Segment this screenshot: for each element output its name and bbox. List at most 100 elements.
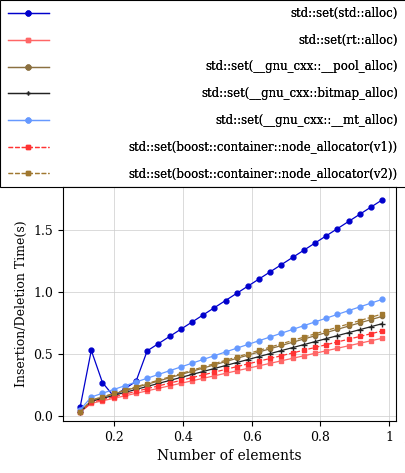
std::set(rt::alloc): [145, 388, 149, 394]
std::set(rt::alloc): [167, 383, 172, 389]
std::set(__gnu_cxx::__pool_alloc): [222, 359, 227, 365]
std::set(__gnu_cxx::bitmap_alloc): [368, 324, 373, 330]
std::set(boost::container::node_allocator(v1)): [222, 367, 227, 372]
std::set(boost::container::node_allocator(v1)): [89, 400, 94, 405]
std::set(__gnu_cxx::__pool_alloc): [89, 398, 94, 403]
std::set(__gnu_cxx::__pool_alloc): [379, 314, 384, 319]
std::set(std::alloc): [301, 247, 305, 253]
std::set(boost::container::node_allocator(v2)): [211, 361, 216, 367]
std::set(__gnu_cxx::__pool_alloc): [133, 385, 138, 390]
std::set(__gnu_cxx::bitmap_alloc): [122, 390, 127, 395]
std::set(boost::container::node_allocator(v1)): [312, 345, 317, 350]
std::set(boost::container::node_allocator(v1)): [200, 372, 205, 378]
std::set(boost::container::node_allocator(v1)): [356, 333, 361, 339]
Text: std::set(__gnu_cxx::__pool_alloc): std::set(__gnu_cxx::__pool_alloc): [205, 60, 397, 73]
std::set(boost::container::node_allocator(v2)): [290, 338, 294, 343]
std::set(__gnu_cxx::bitmap_alloc): [312, 339, 317, 344]
Line: std::set(boost::container::node_allocator(v2)): std::set(boost::container::node_allocato…: [78, 312, 383, 414]
std::set(boost::container::node_allocator(v1)): [145, 386, 149, 392]
std::set(boost::container::node_allocator(v2)): [89, 397, 94, 403]
std::set(boost::container::node_allocator(v2)): [278, 341, 283, 347]
std::set(__gnu_cxx::__mt_alloc): [256, 338, 261, 343]
std::set(rt::alloc): [222, 370, 227, 376]
Line: std::set(__gnu_cxx::__mt_alloc): std::set(__gnu_cxx::__mt_alloc): [77, 297, 384, 412]
std::set(__gnu_cxx::__mt_alloc): [290, 326, 294, 332]
Text: std::set(boost::container::node_allocator(v1)): std::set(boost::container::node_allocato…: [128, 140, 397, 153]
Text: std::set(rt::alloc): std::set(rt::alloc): [298, 34, 397, 46]
Text: std::set(std::alloc): std::set(std::alloc): [290, 7, 397, 20]
std::set(__gnu_cxx::__pool_alloc): [334, 326, 339, 332]
std::set(std::alloc): [200, 312, 205, 318]
std::set(__gnu_cxx::bitmap_alloc): [167, 377, 172, 383]
std::set(boost::container::node_allocator(v2)): [133, 384, 138, 390]
std::set(rt::alloc): [122, 393, 127, 399]
std::set(boost::container::node_allocator(v1)): [278, 353, 283, 359]
std::set(__gnu_cxx::__pool_alloc): [312, 333, 317, 339]
std::set(boost::container::node_allocator(v1)): [100, 397, 104, 403]
std::set(__gnu_cxx::__pool_alloc): [267, 346, 272, 351]
std::set(__gnu_cxx::bitmap_alloc): [145, 384, 149, 389]
std::set(boost::container::node_allocator(v2)): [77, 410, 82, 415]
Text: std::set(boost::container::node_allocator(v2)): std::set(boost::container::node_allocato…: [128, 167, 397, 180]
std::set(__gnu_cxx::__mt_alloc): [167, 368, 172, 374]
std::set(boost::container::node_allocator(v2)): [334, 324, 339, 330]
std::set(__gnu_cxx::bitmap_alloc): [245, 357, 250, 362]
std::set(boost::container::node_allocator(v2)): [379, 311, 384, 317]
std::set(__gnu_cxx::__pool_alloc): [356, 320, 361, 326]
std::set(boost::container::node_allocator(v1)): [189, 375, 194, 380]
std::set(__gnu_cxx::bitmap_alloc): [234, 359, 239, 365]
std::set(__gnu_cxx::__mt_alloc): [267, 334, 272, 340]
std::set(__gnu_cxx::__pool_alloc): [111, 391, 116, 397]
std::set(std::alloc): [345, 219, 350, 224]
std::set(boost::container::node_allocator(v2)): [145, 381, 149, 386]
std::set(__gnu_cxx::__mt_alloc): [334, 312, 339, 317]
std::set(boost::container::node_allocator(v1)): [133, 388, 138, 394]
std::set(rt::alloc): [156, 385, 160, 391]
std::set(boost::container::node_allocator(v1)): [301, 347, 305, 353]
std::set(__gnu_cxx::__mt_alloc): [211, 353, 216, 359]
std::set(__gnu_cxx::__pool_alloc): [323, 330, 328, 335]
Line: std::set(rt::alloc): std::set(rt::alloc): [78, 336, 383, 414]
std::set(__gnu_cxx::__mt_alloc): [301, 323, 305, 329]
Text: std::set(__gnu_cxx::__mt_alloc): std::set(__gnu_cxx::__mt_alloc): [215, 114, 397, 127]
std::set(rt::alloc): [111, 395, 116, 401]
std::set(std::alloc): [178, 326, 183, 332]
std::set(std::alloc): [111, 394, 116, 399]
std::set(boost::container::node_allocator(v1)): [267, 356, 272, 361]
std::set(boost::container::node_allocator(v1)): [178, 377, 183, 383]
std::set(__gnu_cxx::__pool_alloc): [167, 375, 172, 381]
std::set(boost::container::node_allocator(v1)): [234, 364, 239, 369]
std::set(boost::container::node_allocator(v1)): [167, 380, 172, 386]
std::set(rt::alloc): [189, 378, 194, 384]
Text: std::set(__gnu_cxx::__pool_alloc): std::set(__gnu_cxx::__pool_alloc): [205, 60, 397, 73]
std::set(std::alloc): [334, 226, 339, 231]
Text: std::set(rt::alloc): std::set(rt::alloc): [298, 34, 397, 46]
std::set(std::alloc): [133, 378, 138, 384]
std::set(boost::container::node_allocator(v1)): [379, 328, 384, 334]
std::set(__gnu_cxx::bitmap_alloc): [345, 330, 350, 335]
Text: std::set(__gnu_cxx::bitmap_alloc): std::set(__gnu_cxx::bitmap_alloc): [200, 87, 397, 100]
std::set(std::alloc): [189, 319, 194, 325]
std::set(boost::container::node_allocator(v2)): [200, 364, 205, 370]
std::set(std::alloc): [77, 404, 82, 410]
std::set(boost::container::node_allocator(v2)): [122, 387, 127, 393]
std::set(__gnu_cxx::__pool_alloc): [145, 381, 149, 387]
std::set(__gnu_cxx::bitmap_alloc): [100, 395, 104, 401]
std::set(__gnu_cxx::__mt_alloc): [133, 379, 138, 385]
std::set(__gnu_cxx::__pool_alloc): [368, 317, 373, 323]
std::set(boost::container::node_allocator(v2)): [256, 348, 261, 353]
std::set(__gnu_cxx::__pool_alloc): [234, 356, 239, 361]
std::set(__gnu_cxx::bitmap_alloc): [89, 399, 94, 404]
std::set(__gnu_cxx::bitmap_alloc): [211, 366, 216, 371]
std::set(__gnu_cxx::bitmap_alloc): [156, 381, 160, 386]
std::set(__gnu_cxx::bitmap_alloc): [200, 368, 205, 374]
std::set(__gnu_cxx::__pool_alloc): [301, 336, 305, 342]
std::set(boost::container::node_allocator(v2)): [189, 368, 194, 373]
std::set(boost::container::node_allocator(v1)): [245, 361, 250, 367]
std::set(rt::alloc): [89, 401, 94, 406]
std::set(__gnu_cxx::bitmap_alloc): [334, 333, 339, 339]
std::set(boost::container::node_allocator(v2)): [222, 358, 227, 363]
std::set(boost::container::node_allocator(v1)): [256, 359, 261, 364]
std::set(boost::container::node_allocator(v2)): [234, 354, 239, 360]
std::set(rt::alloc): [211, 373, 216, 379]
